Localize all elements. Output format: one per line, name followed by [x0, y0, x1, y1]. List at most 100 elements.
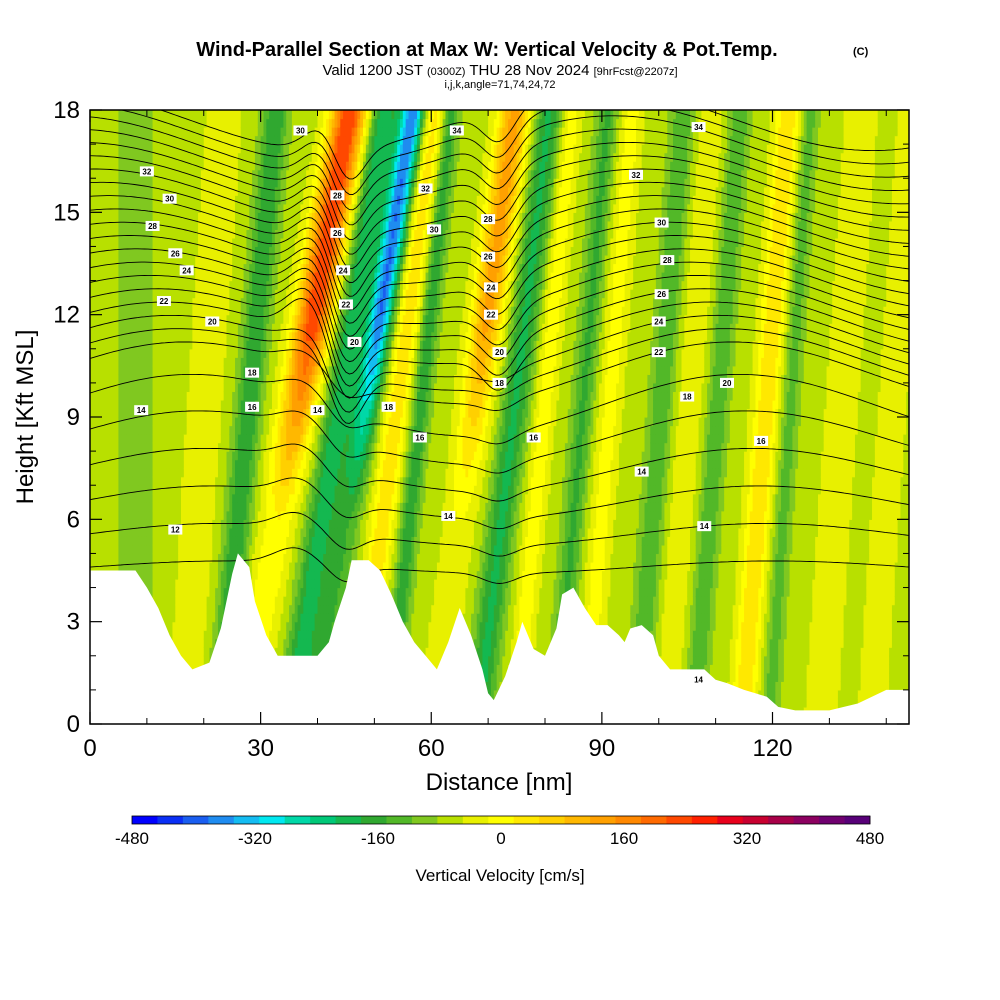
velocity-cell	[163, 110, 168, 120]
velocity-cell	[115, 220, 120, 230]
velocity-cell	[203, 391, 208, 401]
velocity-cell	[183, 485, 188, 495]
velocity-cell	[178, 161, 182, 171]
velocity-cell	[235, 280, 239, 290]
velocity-cell	[155, 161, 159, 171]
velocity-cell	[237, 110, 242, 120]
velocity-cell	[124, 374, 128, 384]
velocity-cell	[132, 451, 137, 461]
velocity-cell	[189, 323, 193, 333]
velocity-cell	[206, 451, 211, 461]
velocity-cell	[212, 399, 216, 410]
velocity-cell	[138, 186, 142, 196]
velocity-cell	[220, 212, 225, 222]
velocity-cell	[107, 186, 111, 196]
velocity-cell	[203, 502, 208, 512]
velocity-cell	[223, 118, 228, 128]
velocity-cell	[223, 161, 228, 171]
velocity-cell	[192, 203, 196, 213]
velocity-cell	[209, 408, 213, 418]
velocity-cell	[198, 468, 202, 478]
velocity-cell	[195, 152, 199, 162]
velocity-cell	[163, 280, 168, 290]
velocity-cell	[149, 570, 154, 580]
velocity-cell	[195, 553, 199, 563]
velocity-cell	[198, 604, 202, 614]
velocity-cell	[206, 152, 211, 162]
velocity-cell	[126, 203, 131, 213]
velocity-cell	[246, 169, 250, 179]
velocity-cell	[178, 519, 182, 529]
velocity-cell	[92, 203, 97, 213]
velocity-cell	[181, 272, 185, 282]
velocity-cell	[149, 425, 154, 435]
velocity-cell	[198, 161, 202, 171]
velocity-cell	[92, 451, 97, 461]
velocity-cell	[198, 135, 202, 145]
velocity-cell	[121, 357, 125, 367]
velocity-cell	[132, 510, 137, 520]
velocity-cell	[155, 553, 159, 563]
velocity-cell	[90, 110, 94, 120]
velocity-cell	[161, 527, 165, 537]
velocity-cell	[189, 237, 193, 248]
velocity-cell	[246, 340, 250, 350]
velocity-cell	[229, 280, 233, 290]
velocity-cell	[198, 306, 202, 316]
velocity-cell	[104, 519, 108, 529]
velocity-cell	[161, 502, 165, 512]
velocity-cell	[107, 561, 111, 572]
velocity-cell	[107, 451, 111, 461]
velocity-cell	[118, 152, 122, 162]
velocity-cell	[246, 297, 250, 307]
velocity-cell	[163, 323, 168, 333]
velocity-cell	[209, 604, 213, 614]
velocity-cell	[163, 613, 168, 623]
velocity-cell	[181, 382, 185, 393]
velocity-cell	[181, 289, 185, 299]
velocity-cell	[169, 118, 174, 128]
velocity-cell	[158, 203, 162, 213]
velocity-cell	[220, 246, 225, 256]
velocity-cell	[178, 331, 182, 341]
velocity-cell	[135, 425, 139, 435]
velocity-cell	[138, 442, 142, 452]
velocity-cell	[92, 237, 97, 248]
velocity-cell	[240, 399, 245, 410]
velocity-cell	[169, 459, 174, 469]
velocity-cell	[189, 459, 193, 469]
velocity-cell	[217, 544, 222, 555]
velocity-cell	[235, 425, 239, 435]
velocity-cell	[189, 570, 193, 580]
velocity-cell	[183, 655, 188, 665]
velocity-cell	[232, 289, 236, 299]
velocity-cell	[144, 570, 148, 580]
velocity-cell	[229, 127, 233, 137]
velocity-cell	[246, 110, 250, 120]
velocity-cell	[181, 468, 185, 478]
velocity-cell	[158, 340, 162, 350]
velocity-cell	[183, 425, 188, 435]
velocity-cell	[186, 544, 191, 555]
velocity-cell	[149, 340, 154, 350]
velocity-cell	[172, 399, 176, 410]
velocity-cell	[129, 425, 134, 435]
velocity-cell	[195, 331, 199, 341]
velocity-cell	[232, 374, 236, 384]
velocity-cell	[152, 451, 156, 461]
velocity-cell	[144, 178, 148, 188]
velocity-cell	[109, 348, 114, 358]
velocity-cell	[149, 587, 154, 597]
velocity-cell	[118, 442, 122, 452]
velocity-cell	[104, 297, 108, 307]
velocity-cell	[178, 425, 182, 435]
velocity-cell	[118, 468, 122, 478]
velocity-cell	[226, 399, 230, 410]
velocity-cell	[226, 340, 230, 350]
velocity-cell	[172, 323, 176, 333]
velocity-cell	[92, 510, 97, 520]
velocity-cell	[212, 263, 216, 273]
velocity-cell	[124, 417, 128, 427]
velocity-cell	[90, 297, 94, 307]
velocity-cell	[112, 203, 117, 213]
